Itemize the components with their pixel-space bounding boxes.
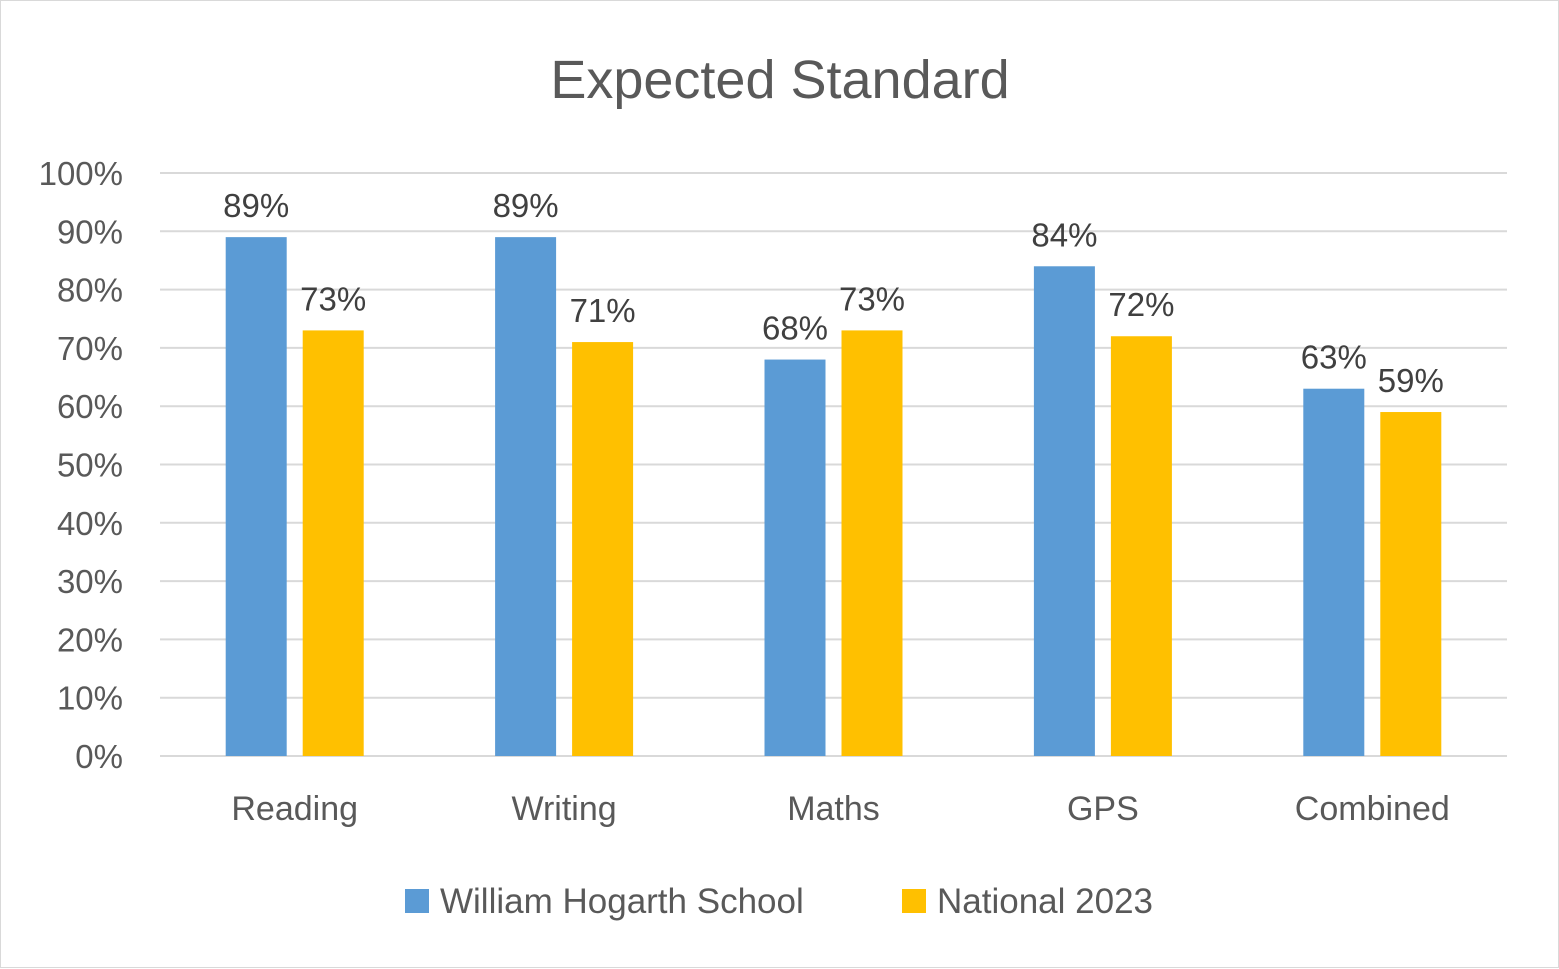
bar-writing-series-1	[572, 342, 634, 756]
data-label: 72%	[1108, 286, 1174, 323]
legend-label-series-0: William Hogarth School	[440, 882, 804, 921]
category-label-gps: GPS	[1067, 790, 1139, 828]
data-label: 73%	[839, 280, 905, 317]
bar-combined-series-1	[1380, 412, 1442, 756]
data-labels: 89% 73% 89% 71% 68% 73% 84% 72% 63% 59%	[223, 187, 1444, 399]
bar-reading-series-1	[302, 330, 364, 756]
chart-title: Expected Standard	[550, 50, 1009, 110]
bar-maths-series-1	[841, 330, 903, 756]
y-tick-label: 100%	[39, 155, 123, 192]
data-label: 63%	[1301, 339, 1367, 376]
data-label: 71%	[570, 292, 636, 329]
category-label-writing: Writing	[512, 790, 617, 828]
y-tick-label: 60%	[57, 388, 123, 425]
gridlines	[160, 172, 1507, 757]
bar-gps-series-0	[1033, 266, 1095, 756]
category-label-reading: Reading	[231, 790, 358, 828]
bar-combined-series-0	[1303, 388, 1365, 756]
bar-maths-series-0	[764, 359, 826, 756]
bar-gps-series-1	[1110, 336, 1172, 756]
bar-writing-series-0	[495, 237, 557, 756]
category-label-maths: Maths	[787, 790, 880, 828]
y-tick-label: 40%	[57, 505, 123, 542]
y-tick-label: 90%	[57, 213, 123, 250]
y-tick-label: 70%	[57, 330, 123, 367]
y-tick-label: 0%	[75, 738, 123, 775]
data-label: 59%	[1378, 362, 1444, 399]
data-label: 84%	[1031, 216, 1097, 253]
y-tick-label: 20%	[57, 621, 123, 658]
legend-swatch-series-0	[405, 889, 429, 913]
legend-label-series-1: National 2023	[937, 882, 1153, 921]
bars	[225, 237, 1442, 756]
legend-swatch-series-1	[902, 889, 926, 913]
data-label: 89%	[493, 187, 559, 224]
data-label: 89%	[223, 187, 289, 224]
y-tick-label: 10%	[57, 680, 123, 717]
y-tick-label: 30%	[57, 563, 123, 600]
legend: William Hogarth School National 2023	[405, 882, 1153, 921]
y-tick-label: 50%	[57, 447, 123, 484]
y-axis-tick-labels: 0% 10% 20% 30% 40% 50% 60% 70% 80% 90% 100%	[39, 155, 123, 775]
x-axis-category-labels: Reading Writing Maths GPS Combined	[231, 790, 1449, 828]
y-tick-label: 80%	[57, 272, 123, 309]
data-label: 73%	[300, 280, 366, 317]
bar-reading-series-0	[225, 237, 287, 756]
category-label-combined: Combined	[1295, 790, 1450, 828]
data-label: 68%	[762, 310, 828, 347]
